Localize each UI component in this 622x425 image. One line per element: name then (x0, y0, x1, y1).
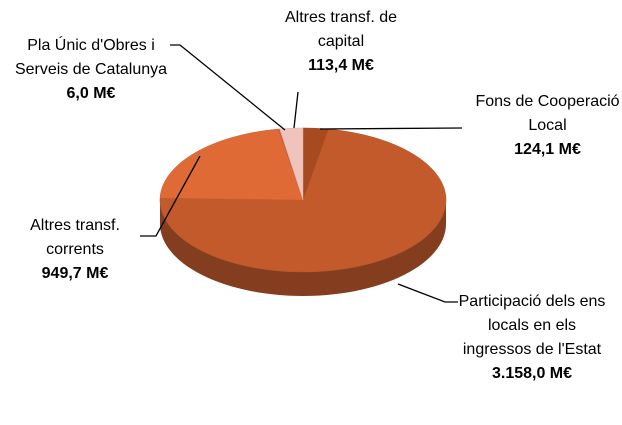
slice (159, 128, 447, 273)
value-label: 6,0 M€ (66, 85, 116, 102)
value-label: 124,1 M€ (514, 141, 581, 158)
value-label: 113,4 M€ (308, 57, 374, 74)
category-label: Pla Únic d'Obres i Serveis de Catalunya (14, 37, 168, 78)
slice-label: Fons de Cooperació Local 124,1 M€ (465, 90, 622, 162)
leader-line (170, 44, 286, 131)
slice-label: Altres transf. corrents 949,7 M€ (10, 214, 140, 286)
slice (279, 127, 304, 201)
leader-line (397, 283, 458, 303)
slice-label: Participació dels ens locals en els ingr… (458, 290, 606, 386)
slice-label: Pla Únic d'Obres i Serveis de Catalunya 6… (7, 34, 175, 106)
category-label: Fons de Cooperació Local (475, 93, 620, 134)
value-label: 949,7 M€ (41, 265, 109, 282)
pie (159, 127, 447, 296)
slice-label: Altres transf. de capital 113,4 M€ (272, 6, 410, 78)
leader-line (140, 155, 201, 237)
slice-side (160, 200, 446, 296)
category-label: Altres transf. corrents (30, 217, 120, 258)
leader-line (319, 127, 463, 130)
category-label: Participació dels ens locals en els ingr… (458, 293, 606, 358)
value-label: 3.158,0 M€ (491, 365, 573, 382)
category-label: Altres transf. de capital (284, 9, 398, 50)
leader-line (293, 91, 299, 129)
slice (159, 128, 304, 201)
